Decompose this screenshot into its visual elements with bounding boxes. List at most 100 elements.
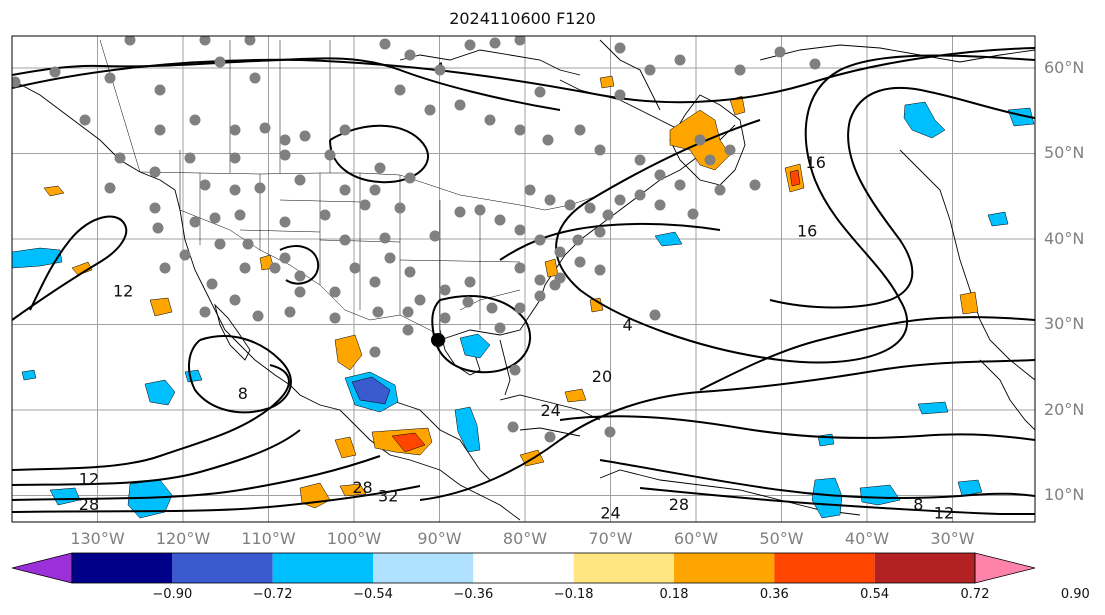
station-dot bbox=[339, 124, 351, 136]
colorbar-segment bbox=[72, 553, 173, 583]
station-dot bbox=[486, 302, 498, 314]
station-dot bbox=[149, 166, 161, 178]
colorbar-segment bbox=[573, 553, 674, 583]
contour-label: 28 bbox=[669, 495, 689, 514]
contour-label: 20 bbox=[592, 367, 612, 386]
station-dot bbox=[294, 174, 306, 186]
station-dot bbox=[229, 152, 241, 164]
station-dot bbox=[404, 49, 416, 61]
contour-label: 12 bbox=[79, 469, 99, 488]
station-dot bbox=[189, 216, 201, 228]
station-dot bbox=[239, 262, 251, 274]
station-dot bbox=[464, 276, 476, 288]
station-dot bbox=[594, 264, 606, 276]
contour-label: 24 bbox=[540, 401, 560, 420]
station-dot bbox=[594, 226, 606, 238]
station-dot bbox=[269, 262, 281, 274]
station-dot bbox=[384, 252, 396, 264]
contour-label: 28 bbox=[352, 478, 372, 497]
station-dot bbox=[574, 124, 586, 136]
station-dot bbox=[524, 184, 536, 196]
station-dot bbox=[12, 76, 21, 88]
station-dot bbox=[674, 54, 686, 66]
station-dot bbox=[704, 154, 716, 166]
station-dot bbox=[534, 274, 546, 286]
station-dot bbox=[214, 238, 226, 250]
station-dot bbox=[734, 64, 746, 76]
longitude-label: 40°W bbox=[844, 529, 890, 548]
colorbar-extend-low bbox=[11, 552, 73, 584]
station-dot bbox=[242, 238, 254, 250]
station-dot bbox=[514, 262, 526, 274]
colorbar-segment bbox=[272, 553, 373, 583]
contour-labels: 4161612420248122828322428812 bbox=[79, 59, 954, 523]
station-dot bbox=[229, 294, 241, 306]
station-dot bbox=[152, 222, 164, 234]
station-dot bbox=[249, 72, 261, 84]
contour-label: 12 bbox=[934, 504, 954, 523]
latitude-label: 60°N bbox=[1044, 57, 1085, 77]
station-dot bbox=[284, 306, 296, 318]
station-dot bbox=[199, 36, 211, 46]
station-dot bbox=[329, 312, 341, 324]
longitude-label: 90°W bbox=[417, 529, 462, 548]
station-dot bbox=[654, 199, 666, 211]
station-dot bbox=[439, 312, 451, 324]
station-dot bbox=[514, 36, 526, 46]
station-dot bbox=[462, 296, 474, 308]
station-dot bbox=[534, 234, 546, 246]
station-dot bbox=[614, 194, 626, 206]
latitude-label: 20°N bbox=[1044, 399, 1085, 419]
station-dot bbox=[439, 284, 451, 296]
station-dot bbox=[429, 230, 441, 242]
station-dot bbox=[369, 346, 381, 358]
weather-map[interactable]: 4161612420248122828322428812 bbox=[0, 0, 1105, 530]
station-dot bbox=[809, 58, 821, 70]
station-dot bbox=[159, 262, 171, 274]
colorbar-extend-high bbox=[974, 552, 1036, 584]
station-dot bbox=[199, 179, 211, 191]
latitude-label: 50°N bbox=[1044, 143, 1085, 163]
colorbar bbox=[11, 552, 1036, 584]
station-dot bbox=[294, 286, 306, 298]
contour-label: 8 bbox=[238, 384, 248, 403]
longitude-label: 100°W bbox=[326, 529, 382, 548]
station-dot bbox=[434, 64, 446, 76]
station-dot bbox=[574, 256, 586, 268]
station-dot bbox=[644, 64, 656, 76]
station-dot bbox=[542, 134, 554, 146]
colorbar-tick-label: 0.72 bbox=[960, 587, 990, 602]
colorbar-tick-label: −0.90 bbox=[152, 587, 193, 602]
station-dot bbox=[374, 162, 386, 174]
station-dot bbox=[402, 324, 414, 336]
station-dot bbox=[404, 266, 416, 278]
station-dot bbox=[329, 286, 341, 298]
station-dot bbox=[154, 84, 166, 96]
map-background bbox=[12, 36, 1035, 522]
colorbar-tick-label: −0.36 bbox=[453, 587, 494, 602]
station-dot bbox=[372, 306, 384, 318]
colorbar-tick-label: −0.72 bbox=[252, 587, 293, 602]
station-dot bbox=[234, 209, 246, 221]
colorbar-segment bbox=[373, 553, 474, 583]
station-dot bbox=[514, 302, 526, 314]
station-dot bbox=[299, 130, 311, 142]
station-dot bbox=[474, 204, 486, 216]
station-dot bbox=[79, 114, 91, 126]
station-dot bbox=[379, 232, 391, 244]
station-dot bbox=[454, 99, 466, 111]
map-title: 2024110600 F120 bbox=[449, 9, 596, 28]
station-dot bbox=[514, 224, 526, 236]
station-dot bbox=[554, 272, 566, 284]
station-dot bbox=[534, 290, 546, 302]
station-dot bbox=[404, 172, 416, 184]
station-dot bbox=[634, 154, 646, 166]
contour-label: 4 bbox=[623, 315, 633, 334]
station-dot bbox=[494, 322, 506, 334]
station-dot bbox=[554, 246, 566, 258]
station-dot bbox=[724, 144, 736, 156]
station-dot bbox=[206, 278, 218, 290]
station-dot bbox=[774, 46, 786, 58]
contour-label: 28 bbox=[79, 495, 99, 514]
station-dot bbox=[464, 39, 476, 51]
